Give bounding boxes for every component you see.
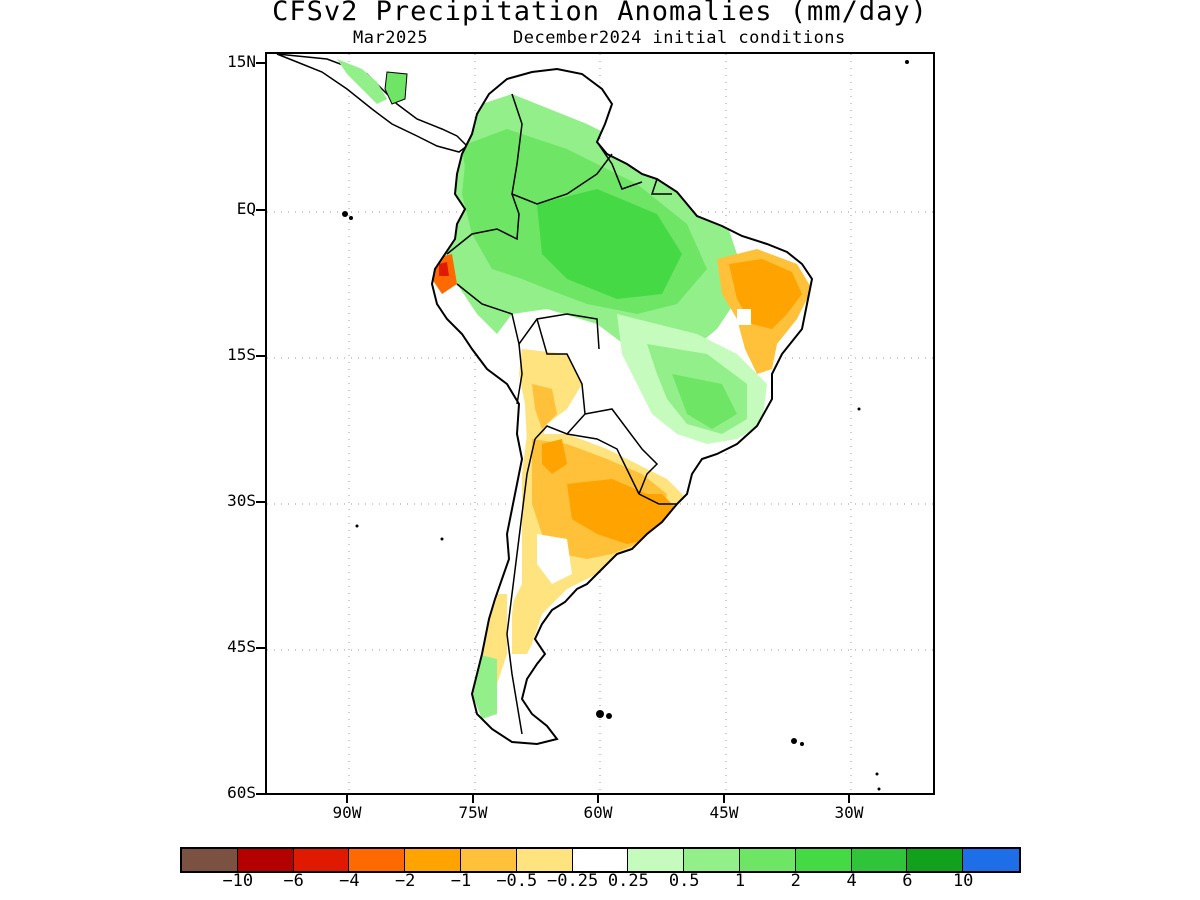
- lon-tick: [472, 795, 474, 803]
- color-legend: [180, 847, 1021, 873]
- lat-tick: [256, 209, 265, 211]
- lon-label-45w: 45W: [709, 803, 739, 822]
- lat-tick: [256, 793, 265, 795]
- lon-tick: [597, 795, 599, 803]
- legend-label: −0.5: [496, 871, 538, 891]
- lon-tick: [723, 795, 725, 803]
- legend-label: 1: [734, 871, 746, 891]
- islands: [342, 60, 909, 791]
- lon-label-60w: 60W: [583, 803, 613, 822]
- lon-label-30w: 30W: [834, 803, 864, 822]
- lon-label-90w: 90W: [332, 803, 362, 822]
- lat-label-eq: EQ: [236, 199, 256, 218]
- legend-swatch: [572, 849, 629, 871]
- legend-swatch: [684, 849, 740, 871]
- legend-swatch: [795, 849, 852, 871]
- legend-swatch: [628, 849, 685, 871]
- legend-swatch: [963, 849, 1019, 871]
- legend-label: 6: [902, 871, 913, 891]
- legend-swatch: [516, 849, 573, 871]
- legend-swatch: [349, 849, 406, 871]
- legend-swatch: [907, 849, 964, 871]
- legend-label: 4: [846, 871, 857, 891]
- lat-label-45s: 45S: [227, 637, 256, 656]
- legend-label: −10: [222, 871, 254, 891]
- legend-label: 0.5: [668, 871, 700, 891]
- lat-tick: [256, 647, 265, 649]
- legend-swatch: [293, 849, 350, 871]
- legend-swatch: [405, 849, 461, 871]
- lat-label-15n: 15N: [227, 52, 256, 71]
- legend-swatch: [739, 849, 796, 871]
- lon-label-75w: 75W: [458, 803, 488, 822]
- country-borders: [446, 93, 677, 735]
- lon-tick: [346, 795, 348, 803]
- legend-label: 10: [952, 871, 974, 891]
- precipitation-anomaly-map: [265, 52, 935, 795]
- legend-label: 0.25: [607, 871, 649, 891]
- legend-label: −2: [394, 871, 416, 891]
- legend-swatch: [460, 849, 517, 871]
- lat-tick: [256, 501, 265, 503]
- legend-label: −0.25: [547, 871, 599, 891]
- lat-label-15s: 15S: [227, 345, 256, 364]
- lat-label-30s: 30S: [227, 491, 256, 510]
- legend-swatch: [851, 849, 908, 871]
- lon-tick: [848, 795, 850, 803]
- initial-conditions-label: December2024 initial conditions: [513, 28, 846, 48]
- legend-label: 2: [790, 871, 801, 891]
- legend-label: −6: [283, 871, 304, 891]
- legend-label: −1: [450, 871, 472, 891]
- legend-swatch: [237, 849, 294, 871]
- lat-label-60s: 60S: [227, 783, 256, 802]
- map-canvas: [267, 54, 933, 793]
- lat-tick: [256, 355, 265, 357]
- chart-title: CFSv2 Precipitation Anomalies (mm/day): [272, 0, 928, 27]
- legend-label: −4: [339, 871, 360, 891]
- legend-swatch: [182, 849, 238, 871]
- lat-tick: [256, 62, 265, 64]
- valid-month-label: Mar2025: [353, 28, 429, 48]
- central-america: [276, 54, 469, 153]
